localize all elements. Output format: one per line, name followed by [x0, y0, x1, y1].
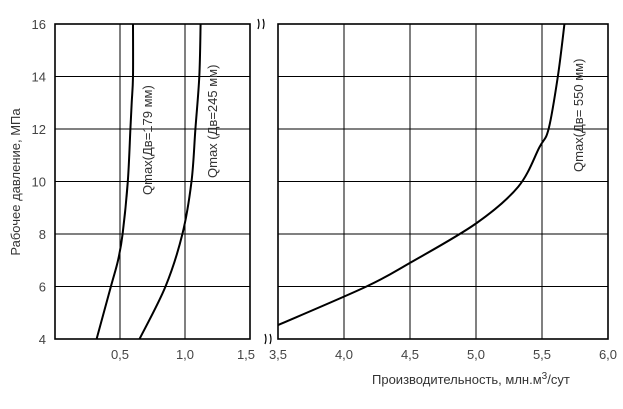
grid [54, 23, 609, 340]
y-tick-label: 6 [39, 280, 46, 295]
y-tick-label: 8 [39, 227, 46, 242]
y-tick-label: 14 [32, 70, 46, 85]
x-tick-label: 5,0 [467, 347, 485, 362]
panel-frame [54, 23, 251, 340]
x-tick-label: 4,0 [335, 347, 353, 362]
x-tick-label: 4,5 [401, 347, 419, 362]
y-tick-label: 16 [32, 17, 46, 32]
ticks: 0,5 1,0 1,5 3,5 4,0 4,5 5,0 5,5 6,0 4 6 8 10 12 14 16 [32, 17, 618, 362]
x-tick-label: 3,5 [269, 347, 287, 362]
x-tick-label: 1,5 [237, 347, 255, 362]
series-line [138, 23, 202, 340]
series-label-179: Qmax(Дв=179 мм) [140, 85, 155, 195]
x-tick-label: 5,5 [533, 347, 551, 362]
axis-break-top [257, 18, 265, 30]
series-label-550: Qmax(Дв= 550 мм) [571, 59, 586, 172]
series-line [95, 23, 135, 340]
series-label-245: Qmax (Дв=245 мм) [205, 65, 220, 178]
series-line [277, 23, 566, 327]
curves [95, 23, 566, 340]
y-tick-label: 10 [32, 175, 46, 190]
y-tick-label: 4 [39, 332, 46, 347]
x-tick-label: 0,5 [111, 347, 129, 362]
panel-frame [277, 23, 609, 340]
axis-break-bottom [264, 333, 272, 345]
y-tick-label: 12 [32, 122, 46, 137]
x-tick-label: 1,0 [176, 347, 194, 362]
x-axis-label: Производительность, млн.м3/сут [372, 371, 570, 387]
x-tick-label: 6,0 [599, 347, 617, 362]
y-axis-label: Рабочее давление, МПа [8, 108, 23, 256]
